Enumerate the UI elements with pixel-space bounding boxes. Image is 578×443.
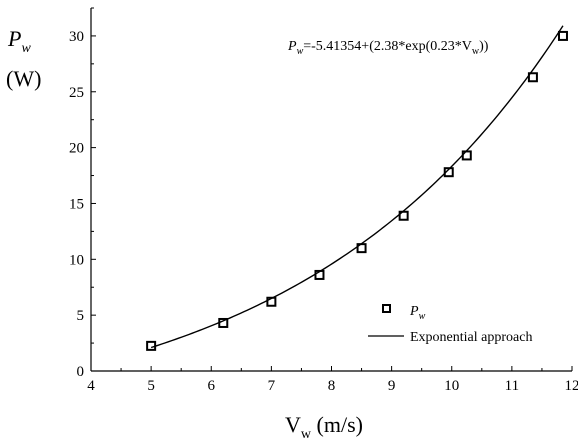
y-tick-label: 15 bbox=[69, 196, 84, 212]
x-axis-title: Vw (m/s) bbox=[285, 412, 363, 442]
data-point bbox=[146, 340, 157, 351]
x-tick-label: 7 bbox=[268, 378, 276, 394]
y-tick-label: 20 bbox=[69, 141, 84, 157]
x-tick-label: 8 bbox=[328, 378, 336, 394]
data-point bbox=[356, 243, 367, 254]
y-tick-label: 5 bbox=[77, 308, 85, 324]
y-axis-ticks: 0 5 10 15 20 25 30 bbox=[69, 7, 96, 380]
legend-marker-pw bbox=[382, 304, 391, 313]
y-tick-label: 0 bbox=[77, 364, 85, 380]
fit-equation: Pw=-5.41354+(2.38*exp(0.23*Vw)) bbox=[287, 39, 489, 57]
x-tick-label: 12 bbox=[565, 378, 578, 394]
x-tick-label: 4 bbox=[87, 378, 95, 394]
fit-curve bbox=[150, 25, 564, 349]
data-point bbox=[443, 167, 454, 178]
data-point bbox=[557, 30, 568, 41]
y-axis-title: Pw bbox=[7, 26, 31, 56]
data-markers bbox=[146, 30, 568, 351]
axes bbox=[90, 8, 572, 372]
y-tick-label: 30 bbox=[69, 29, 84, 45]
data-point bbox=[398, 210, 409, 221]
legend-label-pw: Pw bbox=[409, 304, 426, 322]
y-tick-label: 10 bbox=[69, 252, 84, 268]
y-tick-label: 25 bbox=[69, 85, 84, 101]
data-point bbox=[218, 317, 229, 328]
data-point bbox=[314, 269, 325, 280]
legend-label-fit: Exponential approach bbox=[410, 330, 532, 345]
x-tick-label: 10 bbox=[444, 378, 459, 394]
x-tick-label: 11 bbox=[505, 378, 519, 394]
data-point bbox=[266, 296, 277, 307]
data-point bbox=[527, 72, 538, 83]
x-tick-label: 6 bbox=[208, 378, 216, 394]
legend: Pw Exponential approach bbox=[368, 304, 532, 345]
x-axis-ticks: 4 5 6 7 8 9 10 11 12 bbox=[87, 366, 578, 394]
x-tick-label: 9 bbox=[388, 378, 396, 394]
data-point bbox=[461, 150, 472, 161]
x-tick-label: 5 bbox=[147, 378, 155, 394]
y-axis-unit: (W) bbox=[6, 66, 41, 91]
